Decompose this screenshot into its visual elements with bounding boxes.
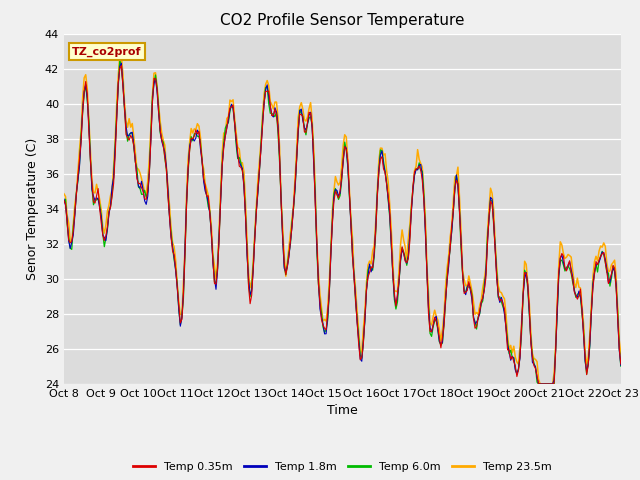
Title: CO2 Profile Sensor Temperature: CO2 Profile Sensor Temperature <box>220 13 465 28</box>
Legend: Temp 0.35m, Temp 1.8m, Temp 6.0m, Temp 23.5m: Temp 0.35m, Temp 1.8m, Temp 6.0m, Temp 2… <box>129 457 556 477</box>
Text: TZ_co2prof: TZ_co2prof <box>72 47 142 57</box>
Y-axis label: Senor Temperature (C): Senor Temperature (C) <box>26 138 39 280</box>
X-axis label: Time: Time <box>327 405 358 418</box>
